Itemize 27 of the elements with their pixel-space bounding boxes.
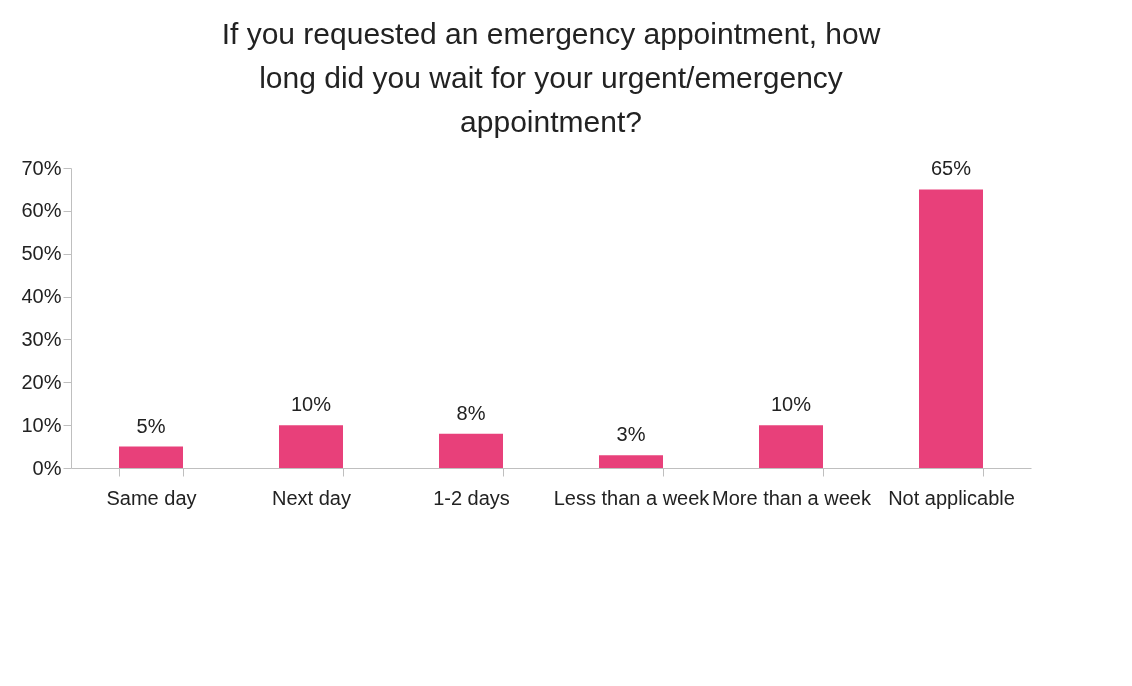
x-tick-label: Not applicable bbox=[888, 486, 1015, 509]
x-tick-label: More than a week bbox=[712, 486, 872, 509]
bar bbox=[759, 425, 823, 468]
data-label: 10% bbox=[290, 393, 332, 416]
bar bbox=[599, 455, 663, 468]
data-label: 65% bbox=[930, 157, 972, 180]
chart-title: If you requested an emergency appointment, how long did you wait for your urgent/emergency appointment? bbox=[221, 17, 881, 138]
bar bbox=[439, 433, 503, 468]
y-tick-label: 10% bbox=[21, 413, 62, 436]
bar bbox=[919, 189, 983, 468]
x-tick-label: 1-2 days bbox=[433, 486, 510, 509]
data-label: 5% bbox=[136, 414, 166, 437]
data-label: 10% bbox=[770, 393, 812, 416]
data-label: 8% bbox=[456, 401, 486, 424]
y-tick-label: 70% bbox=[21, 156, 62, 179]
y-tick-label: 30% bbox=[21, 327, 62, 350]
bar bbox=[119, 446, 183, 468]
x-tick-label: Same day bbox=[106, 486, 197, 509]
y-tick-label: 50% bbox=[21, 242, 62, 265]
x-tick-label: Less than a week bbox=[553, 486, 711, 509]
data-label: 3% bbox=[616, 423, 646, 446]
y-tick-label: 20% bbox=[21, 370, 62, 393]
x-tick-label: Next day bbox=[272, 486, 351, 509]
y-tick-label: 60% bbox=[21, 199, 62, 222]
y-tick-label: 0% bbox=[32, 456, 62, 479]
y-tick-label: 40% bbox=[21, 285, 62, 308]
bar bbox=[279, 425, 343, 468]
